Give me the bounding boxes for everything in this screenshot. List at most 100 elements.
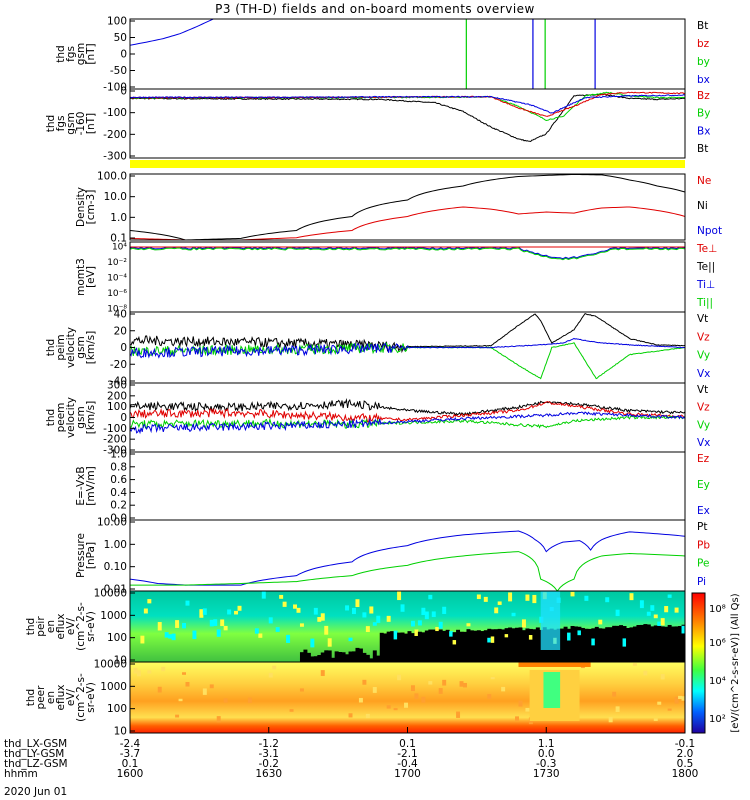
x-tick-label: 0.0 <box>538 748 555 760</box>
legend-item-ti: Ti⊥ <box>696 279 715 291</box>
spectrogram-cell <box>438 621 443 629</box>
y-tick-label: -300 <box>103 151 127 163</box>
colorbar-tick-label: 10⁶ <box>709 638 726 649</box>
panel-density: 100.0 10.0 1.0 0.1 Density[cm-3] Ne Ni Npot <box>75 171 722 245</box>
y-tick-label: 0.6 <box>110 474 127 486</box>
legend-item-te: Te⊥ <box>696 243 717 255</box>
spectrogram-cell <box>511 628 516 662</box>
spectrogram-cell <box>459 631 464 662</box>
x-tick-label: 1630 <box>255 768 282 780</box>
y-tick-label: 10⁻⁸ <box>107 305 127 315</box>
spectrogram-cell <box>678 695 683 699</box>
spectrogram-cell <box>528 635 533 640</box>
x-tick-label: 1730 <box>533 768 560 780</box>
spectrogram-cell <box>199 609 204 618</box>
spectrogram-cell <box>490 636 495 643</box>
spectrogram-cell <box>421 632 426 662</box>
legend-item-ti: Ti|| <box>696 297 713 309</box>
date-label: 2020 Jun 01 <box>4 786 67 798</box>
spectrogram-cell <box>348 637 353 642</box>
spectrogram-cell <box>223 698 228 703</box>
spectrogram-cell <box>494 629 499 662</box>
spectrogram-cell <box>452 640 457 645</box>
spectrogram-cell <box>379 632 384 662</box>
spectrogram-cell <box>345 605 350 611</box>
y-tick-label: 1.0 <box>110 212 127 224</box>
spectrogram-cell <box>317 655 322 662</box>
spectrogram-cell <box>681 624 685 662</box>
y-axis-label-line: Density <box>75 187 87 227</box>
y-axis-label-line: velocity <box>65 397 77 438</box>
spectrogram-cell <box>639 600 644 609</box>
spectrogram-cell <box>178 698 183 702</box>
y-tick-label: 10⁴ <box>112 243 127 253</box>
spectrogram-cell <box>529 650 574 662</box>
colorbar-tick-label: 10⁸ <box>709 604 726 615</box>
x-tick-label: -2.1 <box>397 748 418 760</box>
series-vx-line <box>130 337 685 359</box>
spectrogram-cell <box>404 633 408 662</box>
spectrogram-cell <box>667 624 672 662</box>
y-tick-label: 10⁻² <box>107 258 127 268</box>
spectrogram-cell <box>414 629 419 662</box>
spectrogram-cell <box>365 713 370 719</box>
spectrogram-cell <box>483 596 488 602</box>
y-axis-label-line: [km/s] <box>85 331 97 365</box>
y-axis-label-line: gsm <box>75 43 87 65</box>
spectrogram-cell <box>414 693 419 699</box>
y-tick-label: 1.0 <box>110 449 127 461</box>
spectrogram-cell <box>143 608 148 614</box>
panel-efield-frame <box>129 451 686 521</box>
spectrogram-cell <box>622 638 627 647</box>
y-axis-label-line: eflux <box>55 614 67 640</box>
spectrogram-cell <box>428 594 433 600</box>
x-axis-row-label: thd_LX-GSM <box>4 738 67 750</box>
spectrogram-cell <box>657 701 662 705</box>
series-ti-line <box>130 246 685 260</box>
spectrogram-cell <box>223 625 228 631</box>
spectrogram-cell <box>560 628 565 662</box>
spectrogram-cell <box>358 648 363 662</box>
legend-item-vx: Vx <box>697 368 710 380</box>
spectrogram-cell <box>320 670 325 677</box>
spectrogram-cell <box>577 626 582 662</box>
spectrogram-cell <box>494 607 499 614</box>
y-tick-label: 0 <box>120 49 127 61</box>
spectrogram-cell <box>355 647 360 662</box>
x-tick-label: -0.1 <box>675 738 696 750</box>
y-tick-label: -200 <box>103 434 127 446</box>
y-tick-label: 10 <box>114 655 127 667</box>
spectrogram-cell <box>577 630 582 636</box>
spectrogram-cell <box>185 600 190 606</box>
panel-fgs-avg-frame <box>129 88 686 159</box>
series-pi-line <box>130 530 685 586</box>
y-tick-label: 10⁻⁶ <box>107 289 127 299</box>
spectrogram-cell <box>442 679 447 686</box>
spectrogram-cell <box>313 656 318 662</box>
panel-density-frame <box>129 173 686 241</box>
y-axis-label-line: gsm <box>75 406 87 428</box>
y-tick-label: 0.2 <box>110 500 127 512</box>
y-tick-label: 300 <box>107 380 127 392</box>
spectrogram-cell <box>476 630 481 662</box>
legend-item-vy: Vy <box>697 350 710 362</box>
y-tick-label: 0 <box>120 342 127 354</box>
legend-item-vt: Vt <box>697 313 708 325</box>
y-axis-label-line: thd <box>25 689 37 706</box>
spectrogram-cell <box>664 626 669 662</box>
spectrogram-cell <box>511 612 516 617</box>
spectrogram-cell <box>372 650 377 662</box>
panel-quality <box>130 160 685 168</box>
spectrogram-cell <box>209 619 214 627</box>
spectrogram-cell <box>175 714 180 718</box>
spectrogram-cell <box>400 632 405 662</box>
y-axis-label-line: [mV/m] <box>85 466 97 505</box>
x-tick-label: 0.5 <box>677 758 694 770</box>
legend-item-by: by <box>697 56 710 68</box>
spectrogram-cell <box>643 624 648 662</box>
spectrogram-cell <box>580 627 585 662</box>
series-bt-line <box>130 93 685 143</box>
spectrogram-cell <box>476 594 481 600</box>
spectrogram-cell <box>286 634 291 643</box>
y-tick-label: 50 <box>114 32 127 44</box>
